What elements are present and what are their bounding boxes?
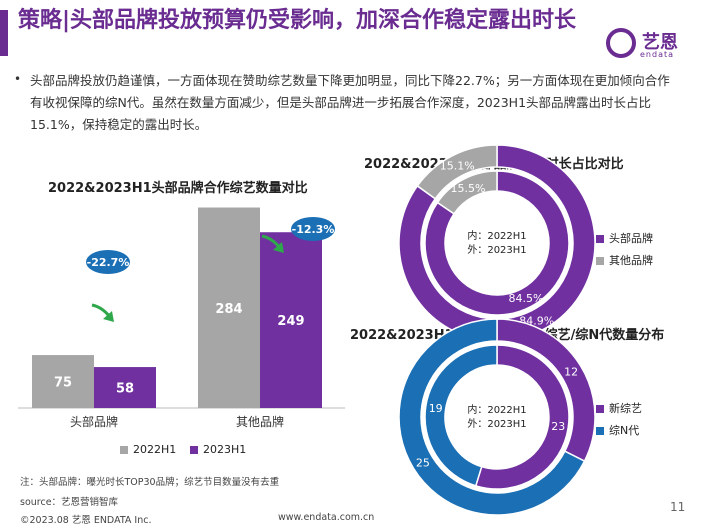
- legend-2023h1-swatch: [190, 446, 198, 454]
- donut2-ring0-label1: 19: [429, 402, 443, 415]
- donut1-ring1-slice1: [416, 144, 498, 200]
- legend-other-brand: 其他品牌: [596, 252, 653, 268]
- logo-text-en: endata: [640, 50, 675, 59]
- bar-chart-title: 2022&2023H1头部品牌合作综艺数量对比: [48, 181, 308, 196]
- legend-2022h1-swatch: [120, 446, 128, 454]
- donut1-ring0-slice1: [436, 170, 498, 215]
- change-arrow-head-0: [103, 311, 114, 322]
- donut2-ring1-slice1: [398, 318, 586, 516]
- legend-head-brand: 头部品牌: [596, 230, 653, 246]
- legend-2022h1: 2022H1: [120, 443, 176, 456]
- legend-new-variety-swatch: [596, 405, 604, 413]
- footnote-source: source：艺恩营销智库: [20, 497, 119, 508]
- legend-other-brand-swatch: [596, 257, 604, 265]
- logo-text-cn: 艺恩: [642, 32, 678, 53]
- donut1-ring0-label0: 84.5%: [509, 292, 544, 305]
- donut2-center-1: 外：2023H1: [467, 418, 526, 430]
- bar-label-1-1: 249: [277, 314, 304, 329]
- change-badge-0: [86, 250, 130, 274]
- endata-logo: 艺恩 endata: [606, 26, 696, 66]
- bar-1-0: [198, 207, 260, 408]
- legend-sequel-variety-swatch: [596, 427, 604, 435]
- donut1-ring0-slice0: [424, 170, 570, 316]
- donut1-ring1-slice0: [398, 144, 596, 342]
- donut1-ring1-label1: 15.1%: [440, 160, 475, 173]
- donut2-ring1-label0: 12: [564, 365, 578, 378]
- legend-new-variety: 新综艺: [596, 400, 642, 416]
- bar-category-1: 其他品牌: [236, 415, 284, 429]
- bar-0-1: [94, 367, 156, 408]
- donut2-ring0-label0: 23: [551, 420, 565, 433]
- footnote-note: 注：头部品牌：曝光时长TOP30品牌；综艺节目数量没有去重: [20, 477, 280, 488]
- donut2-ring0-slice1: [424, 344, 498, 487]
- summary-bullet: •: [14, 72, 22, 86]
- page-title: 策略|头部品牌投放预算仍受影响，加深合作稳定露出时长: [18, 8, 577, 33]
- bar-category-0: 头部品牌: [70, 414, 118, 429]
- donut2-ring1-label1: 25: [416, 457, 430, 470]
- logo-mark-icon: [606, 28, 636, 58]
- legend-2022h1-label: 2022H1: [133, 443, 177, 456]
- legend-head-brand-label: 头部品牌: [609, 232, 653, 245]
- legend-new-variety-label: 新综艺: [609, 402, 642, 415]
- change-badge-text-1: -12.3%: [292, 223, 335, 236]
- donut1-center-0: 内：2022H1: [467, 229, 526, 242]
- donut1-center-1: 外：2023H1: [467, 244, 526, 256]
- change-badge-text-0: -22.7%: [87, 256, 130, 269]
- footer-copyright: ©2023.08 艺恩 ENDATA Inc.: [20, 515, 152, 526]
- donut1-ring0-label1: 15.5%: [451, 182, 486, 195]
- bar-0-0: [32, 355, 94, 408]
- donut2-ring0-slice0: [474, 344, 570, 490]
- change-badge-1: [291, 217, 335, 241]
- summary-paragraph: 头部品牌投放仍趋谨慎，一方面体现在赞助综艺数量下降更加明显，同比下降22.7%；…: [30, 73, 670, 132]
- legend-other-brand-label: 其他品牌: [609, 254, 653, 267]
- legend-head-brand-swatch: [596, 235, 604, 243]
- bar-label-0-1: 58: [116, 382, 134, 397]
- legend-sequel-variety-label: 综N代: [609, 424, 640, 437]
- change-arrow-head-1: [273, 242, 284, 253]
- legend-2023h1: 2023H1: [190, 443, 246, 456]
- page-number: 11: [670, 500, 686, 514]
- donut2-center-0: 内：2022H1: [467, 403, 526, 416]
- legend-2023h1-label: 2023H1: [203, 443, 247, 456]
- bar-label-0-0: 75: [54, 376, 72, 391]
- footer-website: www.endata.com.cn: [278, 512, 375, 523]
- legend-sequel-variety: 综N代: [596, 422, 639, 438]
- bar-1-1: [260, 232, 322, 408]
- bar-label-1-0: 284: [215, 302, 242, 317]
- title-accent-bar: [0, 10, 8, 56]
